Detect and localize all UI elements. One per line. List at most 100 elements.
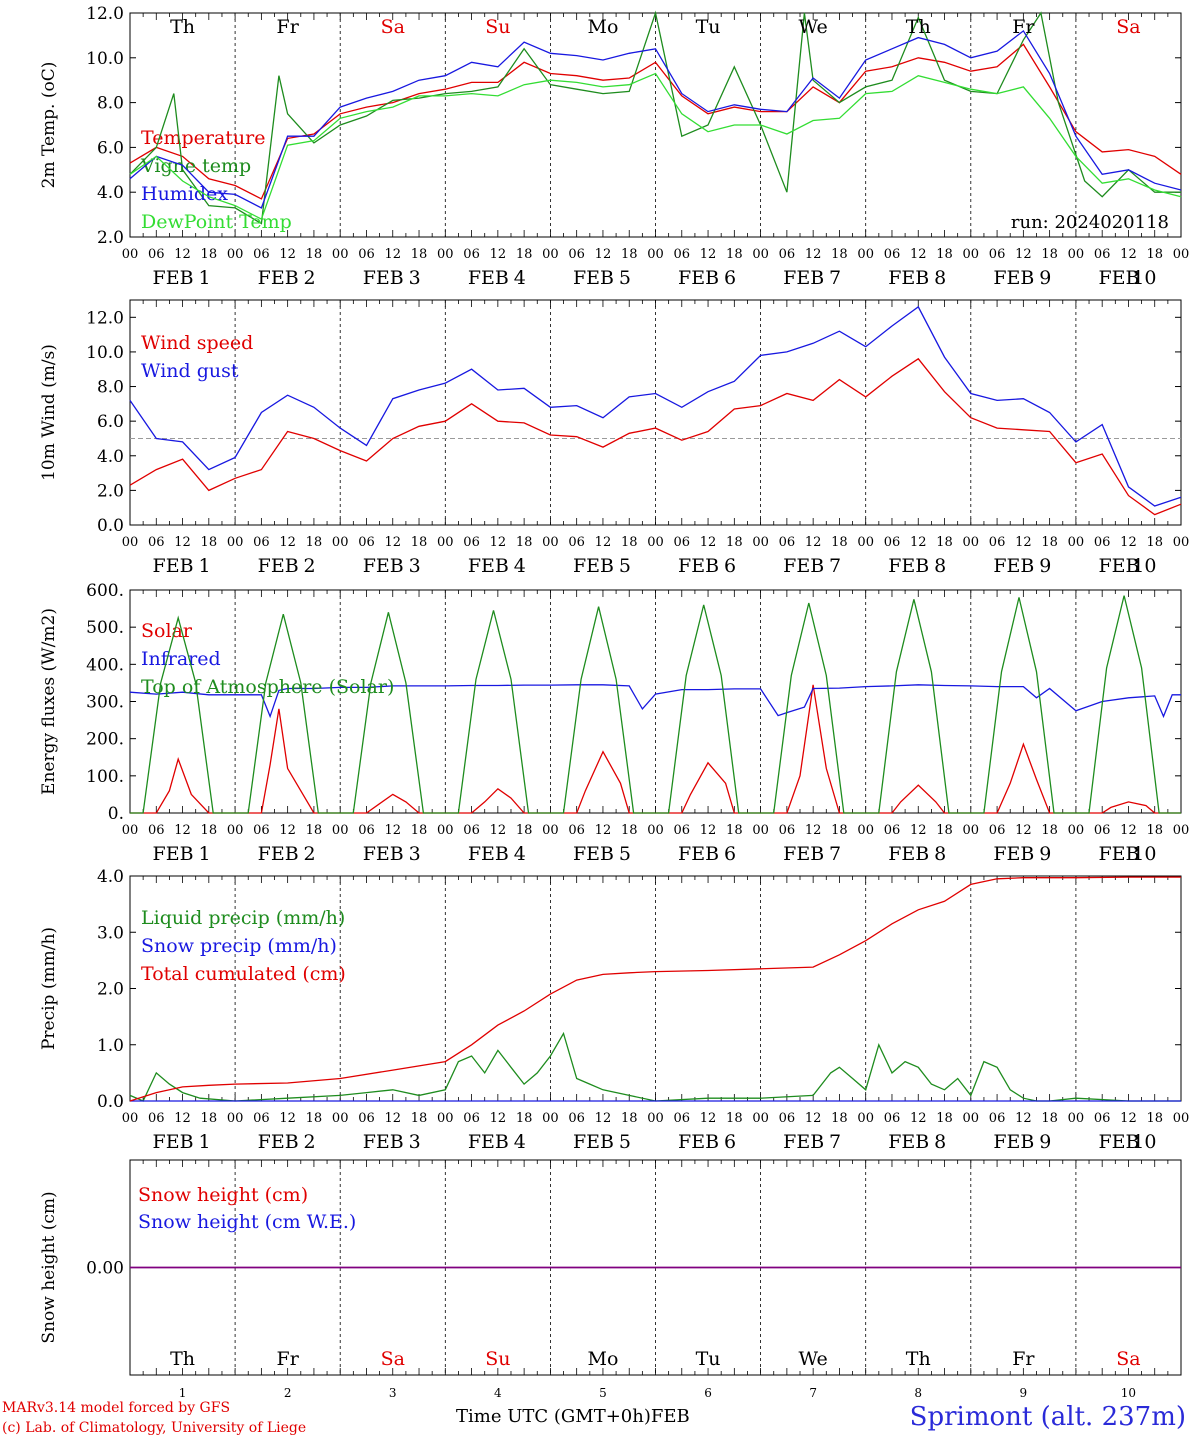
- hour-tick-label: 18: [306, 535, 323, 550]
- date-label-day: 10: [1132, 843, 1156, 865]
- hour-tick-label: 00: [752, 535, 769, 550]
- hour-tick-label: 18: [516, 1111, 533, 1126]
- hour-tick-label: 00: [1068, 535, 1085, 550]
- hour-tick-label: 00: [1173, 823, 1190, 838]
- date-label-day: 3: [409, 843, 421, 865]
- hour-tick-label: 00: [542, 1111, 559, 1126]
- day-number-label: 6: [704, 1386, 712, 1400]
- hour-tick-label: 06: [358, 1111, 375, 1126]
- date-label-month: FEB: [888, 1131, 929, 1153]
- date-label-day: 5: [619, 1131, 631, 1153]
- hour-tick-label: 18: [936, 247, 953, 262]
- date-label-day: 9: [1039, 1131, 1051, 1153]
- day-number-label: 8: [914, 1386, 922, 1400]
- hour-tick-label: 18: [201, 535, 218, 550]
- hour-tick-label: 12: [490, 247, 507, 262]
- day-name: Su: [485, 16, 510, 38]
- panel-frame-3: [129, 589, 1182, 814]
- hour-tick-label: 18: [306, 1111, 323, 1126]
- hour-tick-label: 12: [910, 247, 927, 262]
- date-label-day: 3: [409, 1131, 421, 1153]
- hour-tick-label: 06: [1094, 1111, 1111, 1126]
- day-name: Fr: [1012, 1348, 1035, 1370]
- hour-tick-label: 18: [831, 823, 848, 838]
- hour-tick-label: 18: [411, 823, 428, 838]
- legend-entry: Total cumulated (cm): [141, 963, 346, 985]
- hour-tick-label: 18: [201, 1111, 218, 1126]
- day-name: Mo: [587, 1348, 618, 1370]
- date-label-day: 8: [934, 555, 946, 577]
- hour-tick-label: 12: [174, 823, 191, 838]
- day-name: Tu: [696, 16, 721, 38]
- hour-tick-label: 18: [306, 823, 323, 838]
- panel-frame-1: [129, 12, 1182, 238]
- hour-tick-label: 18: [1041, 535, 1058, 550]
- time-axis-text: Time UTC (GMT+0h): [456, 1406, 651, 1427]
- hour-tick-label: 12: [490, 1111, 507, 1126]
- hour-tick-label: 00: [647, 823, 664, 838]
- hour-tick-label: 12: [700, 1111, 717, 1126]
- date-label-day: 1: [198, 555, 210, 577]
- hour-tick-label: 06: [358, 823, 375, 838]
- hour-tick-label: 00: [752, 247, 769, 262]
- date-label-day: 7: [829, 555, 841, 577]
- y-tick-label: 4.0: [97, 447, 124, 467]
- day-number-label: 2: [284, 1386, 292, 1400]
- hour-tick-label: 00: [122, 535, 139, 550]
- y-tick-label: 400.: [86, 655, 124, 675]
- series-line-temperature: [129, 43, 1182, 200]
- hour-tick-label: 12: [279, 535, 296, 550]
- date-label-day: 6: [724, 267, 736, 289]
- day-name: We: [799, 1348, 828, 1370]
- hour-tick-label: 06: [674, 823, 691, 838]
- hour-tick-label: 00: [437, 823, 454, 838]
- y-tick-label: 2.0: [97, 481, 124, 501]
- hour-tick-label: 06: [253, 535, 270, 550]
- hour-tick-label: 00: [332, 823, 349, 838]
- date-label-month: FEB: [468, 843, 509, 865]
- date-label-day: 9: [1039, 555, 1051, 577]
- hour-tick-label: 12: [1015, 1111, 1032, 1126]
- hour-tick-label: 12: [805, 1111, 822, 1126]
- hour-tick-label: 00: [963, 1111, 980, 1126]
- date-label-month: FEB: [573, 267, 614, 289]
- hour-tick-label: 18: [411, 1111, 428, 1126]
- date-label-day: 4: [514, 843, 526, 865]
- y-tick-label: 200.: [86, 730, 124, 750]
- hour-tick-label: 06: [568, 535, 585, 550]
- date-label-month: FEB: [258, 555, 299, 577]
- time-axis-label: Time UTC (GMT+0h)FEB: [456, 1406, 690, 1427]
- hour-tick-label: 12: [805, 535, 822, 550]
- date-label-day: 2: [304, 555, 316, 577]
- hour-tick-label: 06: [253, 247, 270, 262]
- day-name: Th: [170, 1348, 195, 1370]
- day-number-label: 9: [1020, 1386, 1028, 1400]
- hour-tick-label: 18: [516, 247, 533, 262]
- legend-entry: Humidex: [141, 183, 228, 205]
- hour-tick-label: 18: [201, 823, 218, 838]
- hour-tick-label: 12: [700, 247, 717, 262]
- hour-tick-label: 00: [227, 535, 244, 550]
- date-label-month: FEB: [468, 1131, 509, 1153]
- y-tick-label: 0.0: [97, 1092, 124, 1112]
- day-name: Fr: [1012, 16, 1035, 38]
- legend-entry: Snow height (cm W.E.): [138, 1211, 356, 1233]
- series-line-vigne-temp: [129, 10, 1181, 225]
- date-label-day: 10: [1132, 555, 1156, 577]
- date-label-month: FEB: [363, 267, 404, 289]
- hour-tick-label: 06: [674, 1111, 691, 1126]
- hour-tick-label: 12: [490, 535, 507, 550]
- hour-tick-label: 00: [437, 535, 454, 550]
- hour-tick-label: 06: [148, 823, 165, 838]
- date-label-month: FEB: [783, 267, 824, 289]
- date-label-month: FEB: [153, 1131, 194, 1153]
- date-label-day: 2: [304, 267, 316, 289]
- hour-tick-label: 18: [1146, 1111, 1163, 1126]
- date-label-month: FEB: [888, 843, 929, 865]
- y-tick-label: 3.0: [97, 923, 124, 943]
- legend-entry: Snow precip (mm/h): [141, 935, 337, 957]
- date-label-day: 10: [1132, 1131, 1156, 1153]
- hour-tick-label: 06: [463, 535, 480, 550]
- date-label-day: 3: [409, 267, 421, 289]
